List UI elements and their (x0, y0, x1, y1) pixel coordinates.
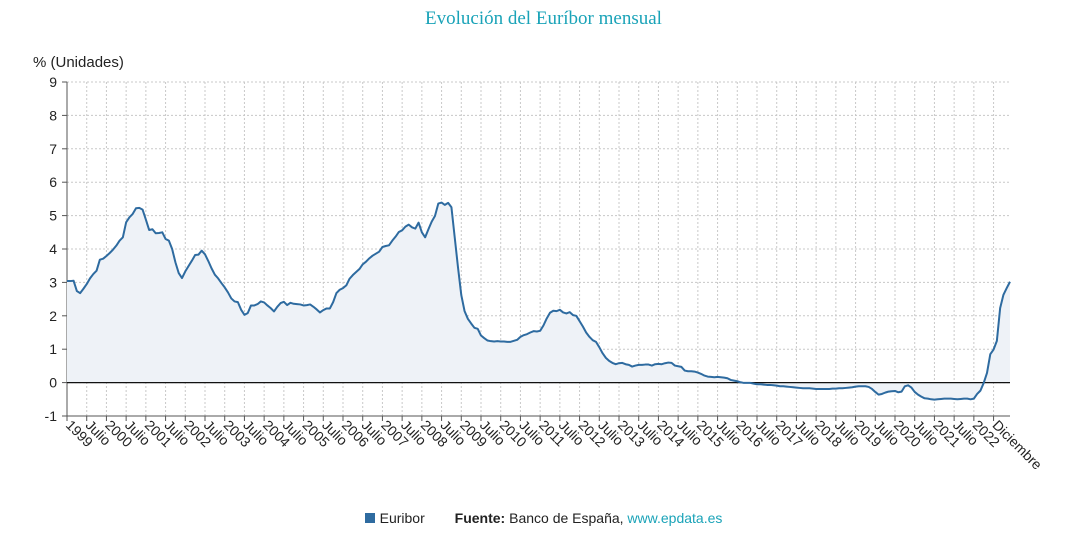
series-area (67, 202, 1010, 400)
source-link[interactable]: www.epdata.es (627, 510, 723, 526)
y-tick-label: 3 (49, 274, 57, 290)
chart-title: Evolución del Euríbor mensual (425, 8, 662, 29)
y-tick-label: 5 (49, 208, 57, 224)
y-tick-label: 2 (49, 308, 57, 324)
y-tick-label: 4 (49, 241, 57, 257)
y-axis-label: % (Unidades) (33, 54, 124, 71)
y-tick-label: 6 (49, 174, 57, 190)
y-tick-label: 0 (49, 375, 57, 391)
y-tick-label: 7 (49, 141, 57, 157)
source-text: Banco de España, (509, 510, 624, 526)
y-tick-label: 9 (49, 74, 57, 90)
legend-label: Euribor (379, 510, 425, 526)
series-line-euribor (67, 201, 1011, 401)
legend-swatch (364, 513, 375, 523)
y-tick-label: -1 (45, 408, 58, 424)
y-tick-label: 1 (49, 341, 57, 357)
legend: Euribor Fuente: Banco de España, www.epd… (0, 510, 1087, 526)
y-tick-label: 8 (49, 107, 57, 123)
source-label: Fuente: (454, 510, 506, 526)
x-tick-label: Diciembre (989, 417, 1045, 473)
